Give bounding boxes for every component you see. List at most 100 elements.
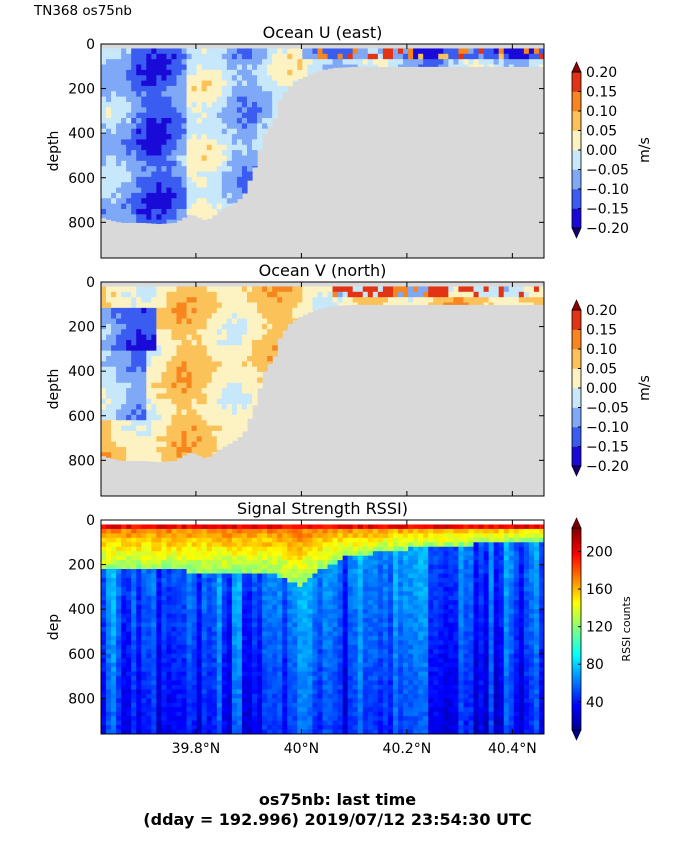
data-cell [131,64,137,71]
data-cell [297,600,303,606]
data-cell [196,291,203,298]
data-cell [352,302,359,305]
y-tick-label: 200 [68,82,95,98]
data-cell [201,69,208,76]
data-cell [287,711,293,717]
data-cell [111,586,117,592]
data-cell [483,302,490,305]
data-cell [241,286,248,293]
data-cell [141,671,147,677]
colorbar-tick-label: −0.15 [586,440,629,456]
data-cell [101,128,107,135]
data-cell [131,361,137,368]
data-cell [337,720,344,726]
data-cell [241,693,248,699]
data-cell [191,118,198,124]
data-cell [307,635,314,641]
data-cell [166,627,173,633]
data-cell [252,720,258,726]
colorbar-segment [572,130,581,151]
data-cell [171,640,178,646]
data-cell [171,69,178,76]
data-cell [236,635,243,641]
data-cell [151,716,157,722]
data-cell [297,627,303,633]
data-cell [508,286,515,293]
data-cell [226,618,233,624]
data-cell [236,398,243,405]
data-cell [206,198,213,205]
data-cell [131,698,137,704]
data-cell [236,53,243,60]
data-cell [423,59,429,66]
data-cell [156,372,162,379]
data-cell [171,573,178,579]
data-cell [161,441,168,448]
data-cell [151,555,157,561]
data-cell [287,528,293,534]
data-cell [221,631,228,637]
data-cell [201,377,208,384]
data-cell [211,595,218,601]
data-cell [257,729,263,734]
data-cell [292,537,298,543]
data-cell [131,134,137,141]
data-cell [241,372,248,379]
data-cell [337,680,344,686]
data-cell [181,698,188,704]
data-cell [171,139,178,146]
data-cell [231,388,238,395]
data-cell [418,59,424,66]
data-cell [302,302,308,309]
data-cell [267,91,273,98]
data-cell [206,720,213,726]
data-cell [136,372,142,379]
data-cell [131,208,137,215]
data-cell [227,734,233,739]
data-cell [498,64,505,67]
data-cell [332,716,339,722]
data-cell [116,182,122,189]
data-cell [186,53,193,60]
y-axis-label: depth [46,131,62,172]
data-cell [257,91,263,98]
data-cell [166,441,173,448]
data-cell [221,329,228,336]
data-cell [221,361,228,368]
data-cell [226,604,233,610]
data-cell [216,118,223,124]
data-cell [186,720,193,726]
data-cell [418,48,424,55]
data-cell [231,334,238,341]
data-cell [151,644,157,650]
data-cell [116,658,122,664]
data-cell [101,600,107,606]
data-cell [372,59,379,66]
data-cell [131,618,137,624]
data-cell [161,586,168,592]
data-cell [418,291,424,298]
data-cell [246,537,253,543]
data-cell [503,48,510,55]
data-cell [312,64,319,71]
data-cell [246,693,253,699]
data-cell [211,702,218,708]
data-cell [322,707,329,713]
data-cell [337,291,344,298]
data-cell [146,452,152,459]
data-cell [151,64,157,71]
data-cell [136,150,142,157]
data-cell [302,542,308,548]
data-cell [196,101,203,108]
data-cell [241,689,248,695]
data-cell [116,53,122,60]
data-cell [337,546,344,552]
data-cell [186,631,193,637]
data-cell [478,48,485,55]
data-cell [277,59,283,66]
data-cell [191,409,198,416]
data-cell [206,80,213,87]
y-tick-label: 400 [68,364,95,380]
data-cell [181,356,188,362]
data-cell [116,85,122,92]
